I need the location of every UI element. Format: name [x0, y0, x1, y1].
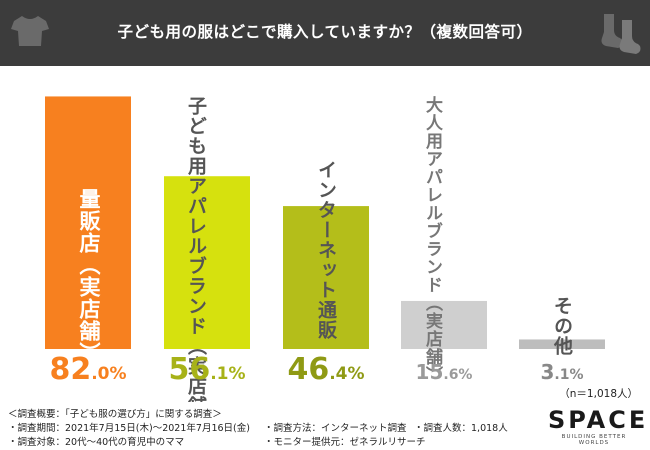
logo-subtitle: BUILDING BETTER WORLDS — [561, 434, 627, 446]
bar-chart — [45, 96, 605, 349]
value-label-dec: .6% — [443, 367, 473, 383]
bar-1 — [45, 96, 131, 349]
survey-notes: ＜調査概要：「子ども服の選び方」に関する調査＞ ・調査期間：2021年7月15日… — [0, 402, 650, 450]
chart-title: 子ども用の服はどこで購入していますか？（複数回答可） — [117, 23, 533, 41]
bar-4 — [401, 300, 487, 349]
value-label-int: 56 — [168, 352, 211, 387]
category-label-4-sub: （実店舗） — [422, 294, 442, 384]
value-label-3: 46.4% — [276, 352, 376, 387]
bar-5 — [519, 339, 605, 349]
category-label-4-main: 大人用アパレルブランド — [422, 96, 442, 294]
chart-header: 子ども用の服はどこで購入していますか？（複数回答可） — [0, 0, 650, 66]
value-label-1: 82.0% — [38, 352, 138, 387]
value-label-2: 56.1% — [157, 352, 257, 387]
note-target: ・調査対象：20代～40代の育児中のママ — [8, 437, 185, 448]
note-period: ・調査期間：2021年7月15日(木)～2021年7月16日(金) — [8, 423, 250, 434]
value-label-int: 15 — [415, 360, 444, 384]
category-label-4: 大人用アパレルブランド（実店舗） — [422, 96, 442, 384]
category-label-3: インターネット通販 — [315, 160, 337, 340]
logo-text: SPACE — [548, 406, 649, 434]
sample-size: （n＝1,018人） — [559, 388, 638, 400]
bar-3 — [283, 206, 369, 349]
note-provider: ・モニター提供元：ゼネラルリサーチ — [264, 437, 426, 448]
value-label-int: 82 — [49, 352, 92, 387]
tshirt-icon — [11, 16, 49, 46]
value-label-int: 3 — [540, 360, 555, 384]
note-count: ・調査人数：1,018人 — [414, 423, 508, 434]
category-label-1: 量販店（実店舗） — [77, 188, 101, 365]
category-label-5: その他 — [551, 296, 573, 356]
note-summary: ＜調査概要：「子ども服の選び方」に関する調査＞ — [8, 409, 222, 420]
space-logo: SPACE BUILDING BETTER WORLDS — [548, 406, 649, 446]
value-label-dec: .1% — [210, 364, 246, 384]
value-label-int: 46 — [287, 352, 330, 387]
category-label-2-main: 子ども用アパレルブランド — [185, 96, 207, 336]
value-label-dec: .0% — [91, 364, 127, 384]
value-label-dec: .1% — [554, 367, 584, 383]
value-label-dec: .4% — [329, 364, 365, 384]
value-label-5: 3.1% — [512, 360, 612, 384]
bar-2 — [164, 176, 250, 349]
value-label-4: 15.6% — [394, 360, 494, 384]
socks-icon — [601, 14, 641, 54]
note-method: ・調査方法：インターネット調査 — [264, 423, 407, 434]
